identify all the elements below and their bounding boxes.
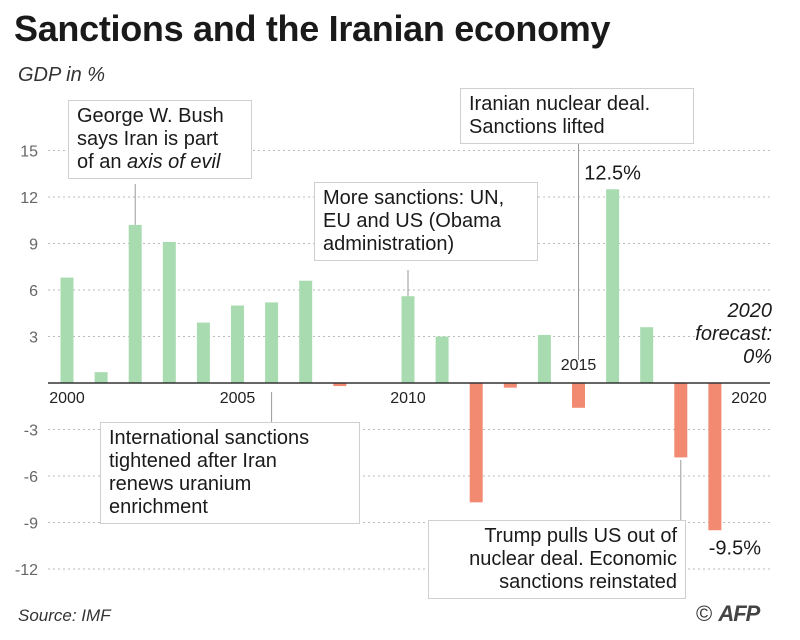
annotation-line: More sanctions: UN, bbox=[323, 187, 505, 209]
annotation-line: of an axis of evil bbox=[77, 151, 221, 173]
y-tick-label: 3 bbox=[29, 330, 38, 347]
label-layer: 15 12 9 6 3 -3 -6 -9 -12 2000 2005 2010 2015 2020 12.5… bbox=[15, 144, 767, 580]
bar-2019 bbox=[708, 383, 722, 531]
annotation-line: renews uranium bbox=[109, 473, 252, 495]
bar-2001 bbox=[94, 372, 108, 383]
afp-credit: © AFP bbox=[696, 601, 760, 627]
forecast-note: 2020 forecast: 0% bbox=[695, 300, 772, 369]
x-tick-label: 2015 bbox=[561, 357, 597, 374]
y-tick-label: -9 bbox=[24, 516, 38, 533]
x-tick-label: 2020 bbox=[731, 390, 767, 407]
bar-2010 bbox=[401, 296, 415, 383]
annotation-trump-pulls-out: Trump pulls US out of nuclear deal. Econ… bbox=[428, 520, 686, 599]
x-tick-label: 2000 bbox=[49, 390, 85, 407]
annotation-line: tightened after Iran bbox=[109, 450, 277, 472]
chart-title: Sanctions and the Iranian economy bbox=[14, 8, 611, 49]
bar-2000 bbox=[60, 277, 74, 383]
y-tick-label: 6 bbox=[29, 283, 38, 300]
annotation-line: Trump pulls US out of bbox=[484, 525, 677, 547]
annotation-line: sanctions reinstated bbox=[499, 571, 677, 593]
bar-2006 bbox=[265, 302, 279, 383]
bar-2005 bbox=[231, 305, 244, 383]
forecast-line: 2020 bbox=[727, 300, 773, 322]
y-tick-label: -6 bbox=[24, 469, 38, 486]
forecast-line: forecast: bbox=[695, 323, 772, 345]
x-tick-label: 2005 bbox=[220, 390, 256, 407]
annotation-nuclear-deal: Iranian nuclear deal. Sanctions lifted bbox=[460, 88, 694, 144]
chart-subtitle: GDP in % bbox=[18, 64, 106, 86]
y-tick-label: -12 bbox=[15, 562, 38, 579]
copyright-icon: © bbox=[696, 601, 713, 626]
forecast-line: 0% bbox=[743, 346, 772, 368]
bar-2008 bbox=[333, 383, 347, 387]
data-label-2016: 12.5% bbox=[584, 162, 641, 184]
x-tick-label: 2010 bbox=[390, 390, 426, 407]
annotation-line: Iranian nuclear deal. bbox=[469, 93, 651, 115]
annotation-line: administration) bbox=[323, 233, 455, 255]
annotation-line: says Iran is part bbox=[77, 128, 219, 150]
source-note: Source: IMF bbox=[18, 606, 111, 625]
bar-2003 bbox=[162, 241, 176, 383]
annotation-more-sanctions: More sanctions: UN, EU and US (Obama adm… bbox=[314, 182, 538, 261]
leader-lines bbox=[134, 142, 682, 520]
bar-2015 bbox=[572, 383, 585, 408]
bar-2007 bbox=[299, 280, 313, 383]
annotation-line: EU and US (Obama bbox=[323, 210, 501, 232]
annotation-line: enrichment bbox=[109, 496, 208, 518]
bar-2016 bbox=[606, 189, 620, 383]
bar-2012 bbox=[469, 383, 483, 503]
bar-2011 bbox=[435, 336, 449, 383]
annotation-line: International sanctions bbox=[109, 427, 310, 449]
bar-2017 bbox=[640, 327, 654, 383]
bar-2004 bbox=[196, 322, 210, 383]
annotation-line: George W. Bush bbox=[77, 105, 224, 127]
bar-2002 bbox=[128, 224, 142, 383]
y-tick-label: -3 bbox=[24, 423, 38, 440]
annotation-line: nuclear deal. Economic bbox=[469, 548, 677, 570]
bar-2018 bbox=[674, 383, 688, 458]
annotation-axis-of-evil: George W. Bush says Iran is part of an a… bbox=[68, 100, 252, 179]
y-tick-label: 15 bbox=[20, 144, 38, 161]
bar-2014 bbox=[537, 334, 551, 383]
y-tick-label: 9 bbox=[29, 237, 38, 254]
y-tick-label: 12 bbox=[20, 190, 38, 207]
annotation-line: Sanctions lifted bbox=[469, 116, 605, 138]
bar-2013 bbox=[503, 383, 517, 388]
data-label-2019: -9.5% bbox=[709, 537, 761, 559]
afp-logo: AFP bbox=[718, 601, 760, 626]
bar-series bbox=[60, 189, 722, 531]
annotation-sanctions-tightened: International sanctions tightened after … bbox=[100, 422, 360, 524]
